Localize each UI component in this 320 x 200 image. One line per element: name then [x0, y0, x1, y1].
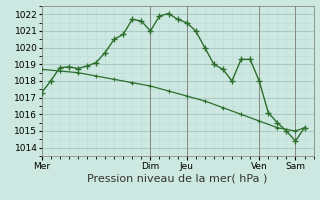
X-axis label: Pression niveau de la mer( hPa ): Pression niveau de la mer( hPa ) — [87, 173, 268, 183]
